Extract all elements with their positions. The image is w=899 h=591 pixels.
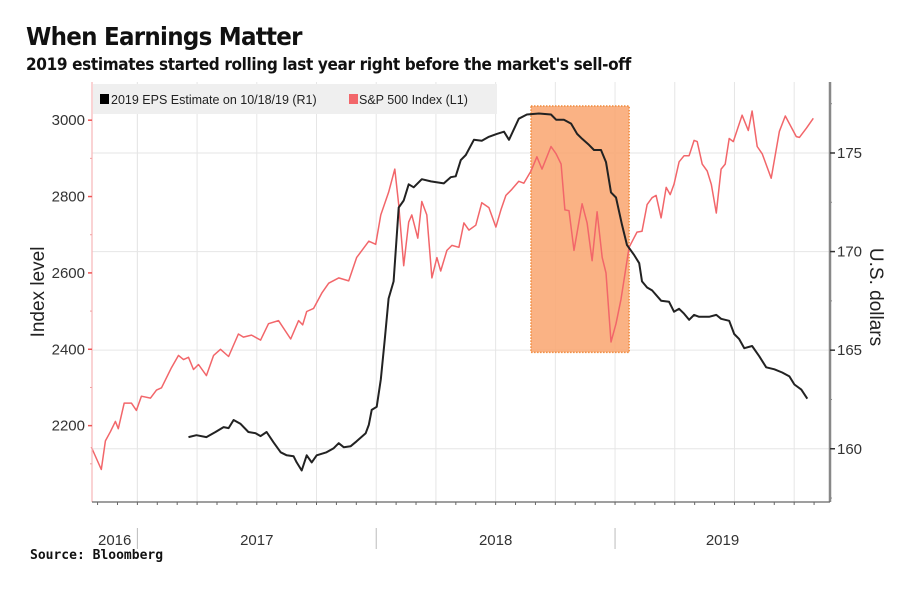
legend-eps-label: 2019 EPS Estimate on 10/18/19 (R1) — [111, 93, 317, 107]
legend-eps-swatch — [100, 94, 109, 104]
series-line-eps — [188, 112, 809, 472]
right-tick-label: 170 — [837, 244, 862, 261]
legend-sp500-swatch — [349, 94, 358, 104]
left-tick-label: 2800 — [52, 189, 85, 206]
x-tick-label: 2018 — [479, 532, 512, 549]
x-tick-label: 2016 — [98, 532, 131, 549]
axes — [91, 82, 832, 503]
right-tick-label: 175 — [837, 145, 862, 162]
right-tick-label: 165 — [837, 342, 862, 359]
x-tick-label: 2017 — [240, 532, 273, 549]
right-axis-title: U.S. dollars — [865, 248, 886, 346]
chart-subtitle: 2019 estimates started rolling last year… — [26, 55, 631, 75]
gridlines — [92, 82, 830, 502]
left-tick-label: 2600 — [52, 265, 85, 282]
series-lines — [90, 110, 814, 472]
tick-labels: 2200 2400 2600 2800 3000 160 165 170 175 2016 2017… — [52, 103, 862, 549]
series-line-sp500 — [90, 110, 814, 471]
x-tick-label: 2019 — [706, 532, 739, 549]
legend-background — [93, 84, 497, 114]
chart-title: When Earnings Matter — [26, 22, 302, 51]
source-note: Source: Bloomberg — [30, 548, 164, 563]
left-axis-title: Index level — [28, 247, 49, 338]
legend: 2019 EPS Estimate on 10/18/19 (R1) S&P 5… — [100, 93, 468, 107]
legend-sp500-label: S&P 500 Index (L1) — [359, 93, 468, 107]
left-tick-label: 2200 — [52, 418, 85, 435]
left-tick-label: 3000 — [52, 112, 85, 129]
left-tick-label: 2400 — [52, 341, 85, 358]
right-tick-label: 160 — [837, 441, 862, 458]
selloff-highlight-box — [530, 105, 630, 354]
